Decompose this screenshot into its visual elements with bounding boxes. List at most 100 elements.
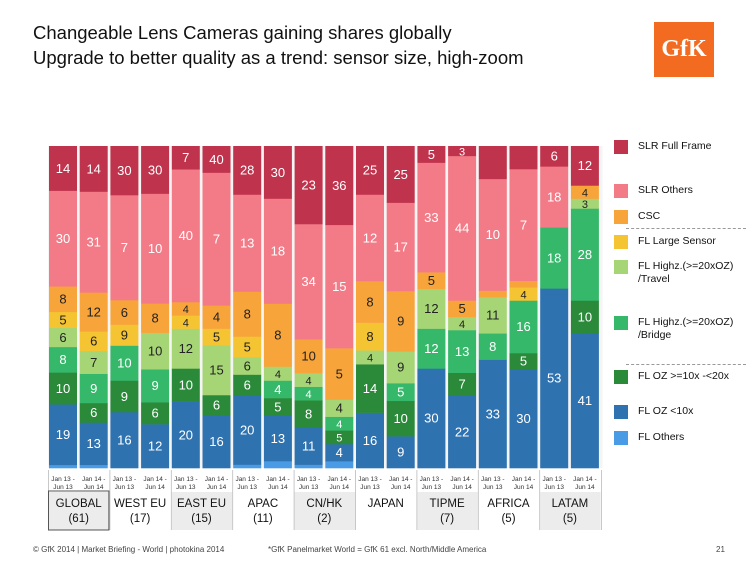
x-tick-label: Jun 14 [145,484,165,491]
data-label: 6 [213,397,220,412]
bar-segment [356,146,384,195]
data-label: 9 [397,445,404,460]
x-tick-label: Jun 14 [330,484,350,491]
x-tick-label: Jan 14 - [389,476,413,483]
data-label: 25 [363,163,377,178]
bar-segment [79,146,108,192]
bar-segment [540,288,569,469]
bar-segment [478,359,507,469]
data-label: 7 [520,217,527,232]
bar-segment [570,300,599,334]
data-label: 7 [213,231,220,246]
data-label: 7 [182,150,189,165]
data-label: 17 [393,239,407,254]
data-label: 8 [59,352,66,367]
data-label: 11 [486,308,500,323]
bar-segment [263,461,292,469]
bar-segment [233,291,262,337]
group-band [417,492,478,530]
bar-segment [263,198,292,304]
bar-segment [49,327,77,348]
bar-segment [233,374,262,396]
data-label: 40 [179,228,193,243]
bar-segment [79,402,108,423]
data-label: 9 [397,360,404,375]
x-tick-label: Jun 13 [360,484,380,491]
data-label: 44 [455,221,469,236]
legend-label: CSC [638,210,661,222]
bar-segment [356,194,384,282]
legend-label: FL Large Sensor [638,235,716,247]
data-label: 4 [336,419,342,431]
data-label: 5 [397,384,404,399]
x-tick-label: Jan 13 - [113,476,137,483]
bar-segment [417,162,446,273]
bar-segment [141,303,170,333]
data-label: 16 [117,433,131,448]
bar-segment [49,464,77,469]
data-label: 30 [516,411,530,426]
data-label: 9 [397,314,404,329]
data-label: 53 [547,371,561,386]
bar-segment [141,402,170,425]
group-band [49,492,110,530]
data-label: 6 [551,149,558,164]
data-label: 25 [393,167,407,182]
x-tick-label: Jun 13 [483,484,503,491]
data-label: 4 [459,319,465,331]
data-label: 31 [86,234,100,249]
data-label: 14 [363,381,377,396]
bar-segment [386,146,415,203]
data-label: 41 [578,393,592,408]
x-tick-label: Jun 13 [544,484,564,491]
bar-segment [263,415,292,462]
bar-segment [540,227,569,289]
data-label: 4 [336,401,343,416]
data-label: 30 [424,411,438,426]
bar-segment [294,339,323,374]
bar-segment [325,416,354,431]
bar-segment [79,464,108,469]
data-label: 9 [121,389,128,404]
bar-segment [448,372,477,397]
x-tick-label: Jan 14 - [573,476,597,483]
x-tick-label: Jan 14 - [328,476,352,483]
bar-segment [448,330,477,374]
bar-segment [263,146,292,199]
bar-segment [263,303,292,367]
x-tick-label: Jan 14 - [82,476,106,483]
data-label: 14 [56,161,70,176]
bar-segment [325,348,354,400]
bar-segment [202,345,231,396]
legend-swatch [614,184,628,198]
bar-segment [141,369,170,403]
group-band [294,492,355,530]
data-label: 30 [148,162,162,177]
bar-segment [171,146,200,170]
legend-label: FL OZ <10x [638,405,694,417]
gfk-logo: GfK [654,22,714,77]
data-label: 10 [179,378,193,393]
group-label: AFRICA [487,498,530,510]
legend-label: FL Others [638,431,685,443]
bar-segment [448,316,477,331]
bar-segment [570,185,599,199]
bar-segment [325,430,354,445]
bar-segment [171,328,200,369]
data-label: 6 [59,330,66,345]
bar-segment [478,333,507,360]
data-label: 8 [151,310,158,325]
bar-segment [49,190,77,287]
legend-swatch [614,140,628,154]
bar-segment [171,169,200,303]
data-label: 30 [56,231,70,246]
legend-swatch [614,405,628,419]
bar-segment [448,300,477,318]
data-label: 13 [271,431,285,446]
group-label: APAC [248,498,278,510]
bar-segment [263,366,292,381]
bar-segment [79,350,108,374]
bar-segment [233,146,262,195]
bar-segment [110,146,139,196]
data-label: 10 [148,343,162,358]
